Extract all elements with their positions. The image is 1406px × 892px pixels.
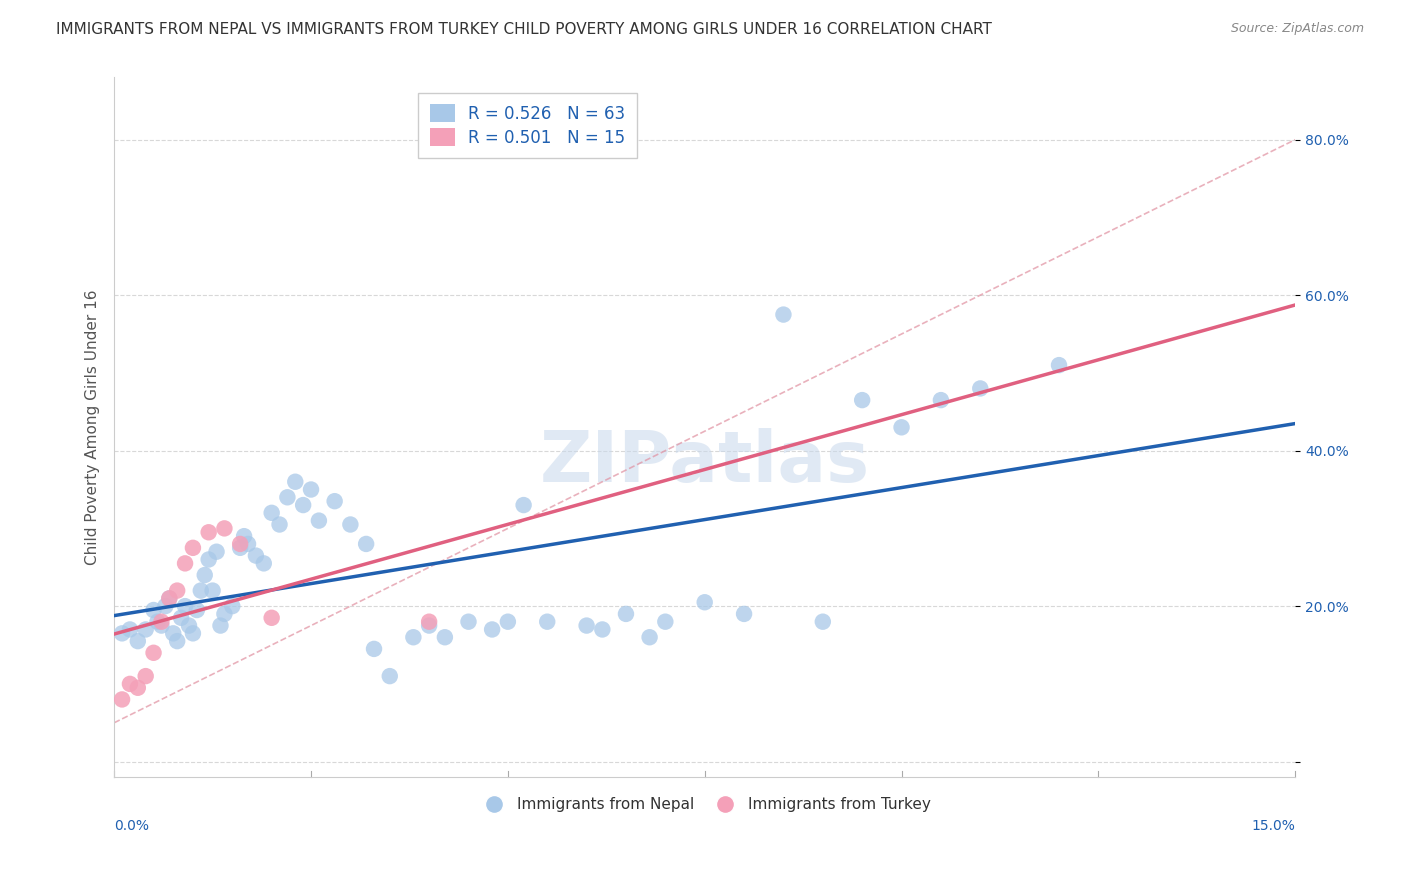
Point (150, 615, 173, 629)
Point (214, 607, 236, 621)
Point (142, 646, 165, 660)
Point (260, 506, 283, 520)
Text: Source: ZipAtlas.com: Source: ZipAtlas.com (1230, 22, 1364, 36)
Point (1047, 358, 1070, 372)
Point (276, 490, 298, 504)
Point (284, 475, 307, 489)
Point (157, 591, 180, 606)
Point (354, 537, 377, 551)
Point (418, 615, 440, 629)
Point (402, 630, 425, 644)
Point (308, 514, 330, 528)
Point (969, 381, 991, 395)
Point (197, 525, 219, 540)
Text: 0.0%: 0.0% (114, 819, 149, 833)
Point (155, 599, 177, 614)
Point (209, 618, 232, 632)
Point (197, 552, 219, 566)
Point (181, 626, 204, 640)
Point (190, 583, 212, 598)
Point (323, 494, 346, 508)
Text: IMMIGRANTS FROM NEPAL VS IMMIGRANTS FROM TURKEY CHILD POVERTY AMONG GIRLS UNDER : IMMIGRANTS FROM NEPAL VS IMMIGRANTS FROM… (56, 22, 993, 37)
Point (418, 618, 440, 632)
Point (229, 537, 252, 551)
Text: 15.0%: 15.0% (1251, 819, 1295, 833)
Point (146, 615, 169, 629)
Point (693, 595, 716, 609)
Point (638, 630, 661, 644)
Point (127, 634, 149, 648)
Point (142, 603, 165, 617)
Point (174, 557, 197, 571)
Point (170, 611, 193, 625)
Point (157, 591, 180, 606)
Point (481, 623, 503, 637)
Point (575, 618, 598, 632)
Point (536, 615, 558, 629)
Point (269, 517, 291, 532)
Point (496, 615, 519, 629)
Point (614, 607, 637, 621)
Point (811, 615, 834, 629)
Text: ZIPatlas: ZIPatlas (540, 428, 870, 497)
Point (166, 583, 188, 598)
Point (229, 541, 252, 555)
Point (378, 669, 401, 683)
Y-axis label: Child Poverty Among Girls Under 16: Child Poverty Among Girls Under 16 (86, 290, 100, 565)
Point (457, 615, 479, 629)
Point (591, 623, 613, 637)
Point (162, 626, 184, 640)
Point (166, 634, 188, 648)
Point (127, 681, 149, 695)
Point (851, 393, 873, 408)
Point (299, 483, 322, 497)
Legend: Immigrants from Nepal, Immigrants from Turkey: Immigrants from Nepal, Immigrants from T… (472, 791, 936, 819)
Point (260, 611, 283, 625)
Point (194, 568, 217, 582)
Point (363, 641, 385, 656)
Point (201, 583, 224, 598)
Point (253, 557, 276, 571)
Point (111, 626, 134, 640)
Point (118, 623, 141, 637)
Point (177, 618, 200, 632)
Point (929, 393, 952, 408)
Point (186, 603, 208, 617)
Point (654, 615, 676, 629)
Point (292, 498, 315, 512)
Point (135, 623, 157, 637)
Point (236, 537, 259, 551)
Point (205, 545, 228, 559)
Point (150, 618, 173, 632)
Point (233, 529, 256, 543)
Point (221, 599, 243, 614)
Point (245, 549, 267, 563)
Point (733, 607, 755, 621)
Point (111, 692, 134, 706)
Point (181, 541, 204, 555)
Point (890, 420, 912, 434)
Point (118, 677, 141, 691)
Point (339, 517, 361, 532)
Point (512, 498, 534, 512)
Point (772, 308, 794, 322)
Point (214, 521, 236, 535)
Point (135, 669, 157, 683)
Point (433, 630, 456, 644)
Point (174, 599, 197, 614)
